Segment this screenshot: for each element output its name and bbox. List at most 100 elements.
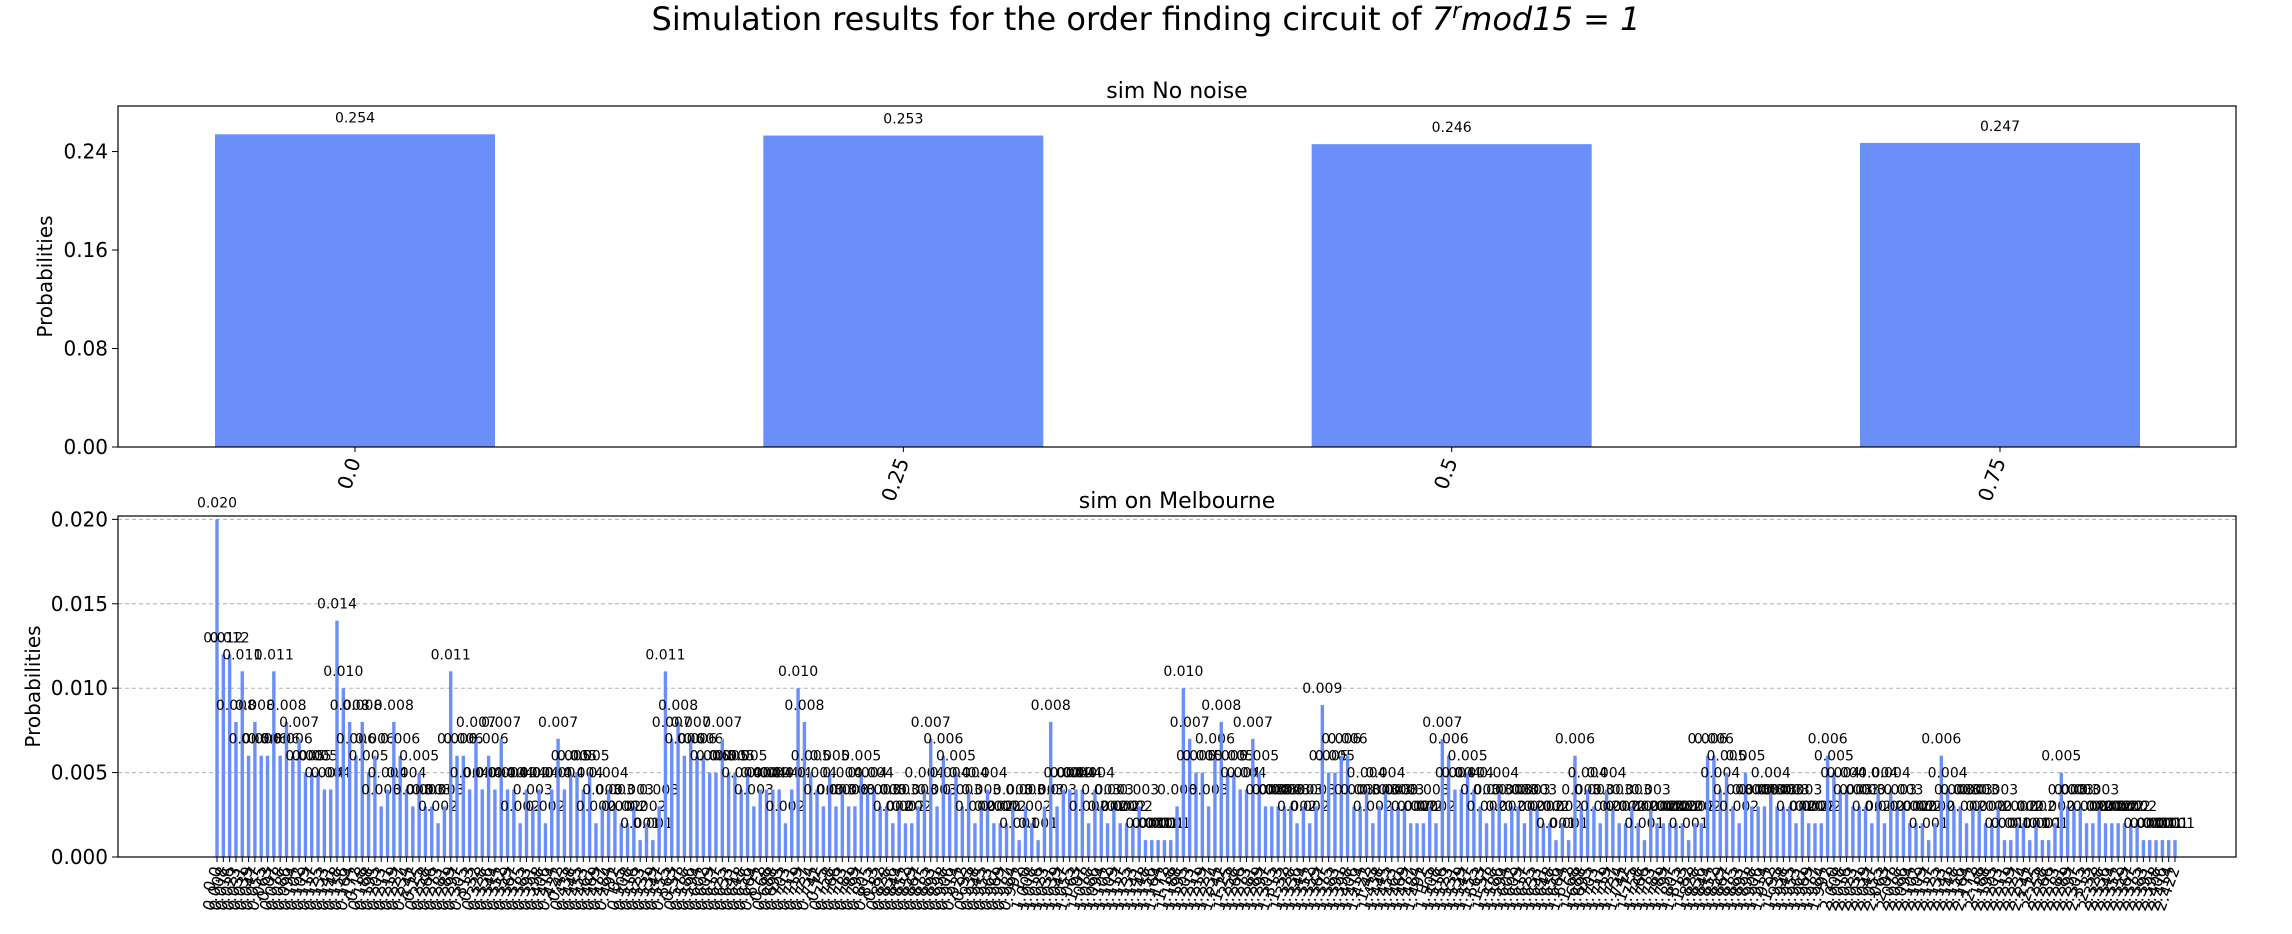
data-label: 0.004 (1062, 765, 1102, 781)
bar (1415, 823, 1419, 857)
bar (1535, 806, 1539, 857)
bar (1712, 755, 1716, 857)
bar (707, 772, 712, 857)
bar (929, 738, 933, 857)
data-label: 0.004 (311, 765, 351, 781)
data-label: 0.003 (1119, 782, 1159, 798)
data-label: 0.006 (273, 732, 313, 748)
data-label: 0.002 (1580, 799, 1620, 815)
data-label: 0.011 (222, 647, 262, 663)
data-label: 0.004 (494, 765, 534, 781)
bar (910, 823, 914, 857)
data-label: 0.003 (393, 782, 433, 798)
data-label: 0.010 (778, 664, 818, 680)
bar (1352, 806, 1356, 857)
data-label: 0.005 (791, 749, 831, 765)
bar (1668, 823, 1672, 857)
bar (259, 755, 263, 857)
bar (2084, 823, 2089, 857)
bar (581, 789, 586, 857)
bar (1908, 823, 1912, 857)
bar (1427, 806, 1432, 857)
bar (291, 755, 295, 857)
bar (1920, 823, 1925, 857)
bar (1889, 789, 1893, 857)
data-label: 0.006 (1921, 732, 1961, 748)
data-label: 0.007 (538, 715, 578, 731)
data-label: 0.002 (2085, 799, 2125, 815)
data-label: 0.003 (1498, 782, 1538, 798)
bar (739, 789, 743, 857)
bar (2103, 823, 2108, 857)
data-label: 0.005 (841, 749, 881, 765)
data-label: 0.004 (1346, 765, 1386, 781)
y-tick-label: 0.010 (51, 676, 108, 700)
data-label: 0.004 (1587, 765, 1627, 781)
bar (2028, 840, 2032, 857)
data-label: 0.004 (1928, 765, 1968, 781)
bar (1573, 755, 1577, 857)
bar (366, 772, 371, 857)
bar (543, 823, 548, 857)
bar (1364, 789, 1369, 857)
data-label: 0.003 (1473, 782, 1513, 798)
bar (619, 823, 623, 857)
bar (1276, 806, 1280, 857)
data-label: 0.004 (848, 765, 888, 781)
bar (853, 806, 857, 857)
data-label: 0.003 (1081, 782, 1121, 798)
bar (682, 755, 687, 857)
bar (524, 789, 529, 857)
data-label: 0.005 (1309, 749, 1349, 765)
data-label: 0.004 (1075, 765, 1115, 781)
data-label: 0.004 (772, 765, 812, 781)
data-label: 0.012 (210, 630, 250, 646)
data-label: 0.006 (241, 732, 281, 748)
bar (1023, 806, 1028, 857)
data-label: 0.003 (1738, 782, 1778, 798)
data-label: 0.007 (279, 715, 319, 731)
bar (771, 789, 775, 857)
bar (265, 755, 270, 857)
bar (1383, 789, 1388, 857)
bar (2034, 823, 2038, 857)
bar (1977, 806, 1981, 857)
bar (657, 806, 661, 857)
data-label: 0.006 (380, 732, 420, 748)
data-label: 0.003 (614, 782, 654, 798)
bar (960, 806, 965, 857)
data-label: 0.003 (917, 782, 957, 798)
bar (341, 688, 346, 857)
bar (2148, 840, 2152, 857)
bar (1124, 823, 1129, 857)
bar (1636, 823, 1640, 857)
data-label: 0.007 (671, 715, 711, 731)
bar (613, 806, 617, 857)
data-label: 0.003 (1833, 782, 1873, 798)
bar (998, 823, 1002, 857)
data-label: 0.004 (740, 765, 780, 781)
bar (985, 789, 990, 857)
data-label: 0.004 (822, 765, 862, 781)
bar (1086, 823, 1091, 857)
data-label: 0.002 (2092, 799, 2132, 815)
data-label: 0.002 (980, 799, 1020, 815)
bar (505, 789, 510, 857)
bar (1800, 806, 1805, 857)
bar (246, 755, 251, 857)
bar (1295, 823, 1299, 857)
bar (556, 738, 560, 857)
bar (215, 134, 495, 447)
data-label: 0.004 (746, 765, 786, 781)
data-label: 0.002 (1852, 799, 1892, 815)
data-label: 0.003 (1372, 782, 1412, 798)
bar (411, 806, 415, 857)
data-label: 0.008 (235, 698, 275, 714)
data-label: 0.010 (1163, 664, 1203, 680)
bar (1301, 806, 1306, 857)
chart-sim-no-noise: sim No noise 0.00 0.08 0.16 0.24 Probabilitie… (33, 79, 2237, 505)
data-label: 0.001 (1536, 816, 1576, 832)
data-label: 0.004 (1454, 765, 1494, 781)
bar (1206, 806, 1211, 857)
bar (322, 789, 327, 857)
